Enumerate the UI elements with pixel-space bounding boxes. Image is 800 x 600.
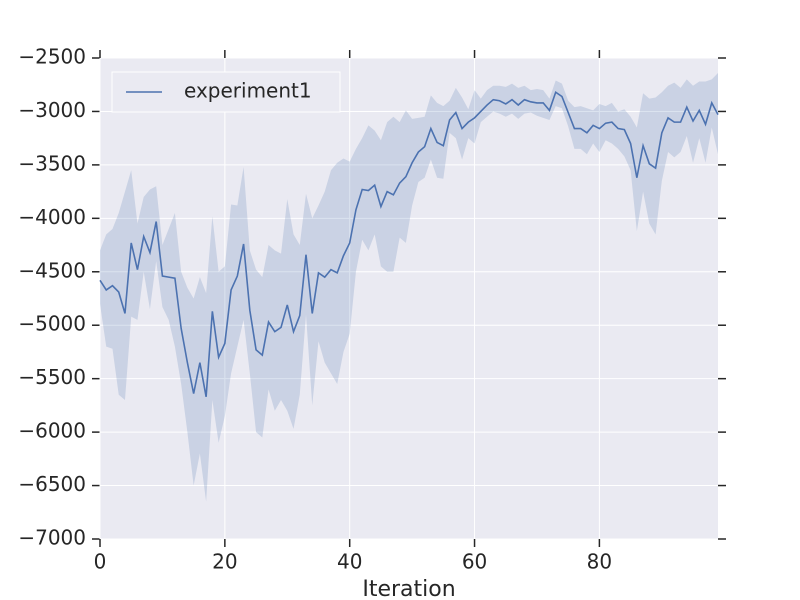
y-tick-label: −4000: [18, 205, 86, 229]
y-tick-label: −7000: [18, 526, 86, 550]
y-tick-label: −4500: [18, 258, 86, 282]
x-tick-label: 20: [212, 550, 237, 574]
confidence-band: [100, 72, 718, 502]
plot-background: [100, 58, 718, 539]
y-tick-label: −3000: [18, 98, 86, 122]
y-tick-label: −6000: [18, 419, 86, 443]
x-tick-label: 60: [462, 550, 487, 574]
x-tick-label: 80: [587, 550, 612, 574]
legend-label: experiment1: [184, 79, 312, 103]
x-axis-label: Iteration: [362, 577, 455, 600]
x-tick-label: 0: [94, 550, 107, 574]
y-tick-label: −2500: [18, 45, 86, 69]
y-tick-label: −5000: [18, 312, 86, 336]
line: [99, 90, 719, 397]
x-tick-label: 40: [337, 550, 362, 574]
y-tick-label: −5500: [18, 365, 86, 389]
y-tick-label: −6500: [18, 472, 86, 496]
y-tick-label: −3500: [18, 151, 86, 175]
